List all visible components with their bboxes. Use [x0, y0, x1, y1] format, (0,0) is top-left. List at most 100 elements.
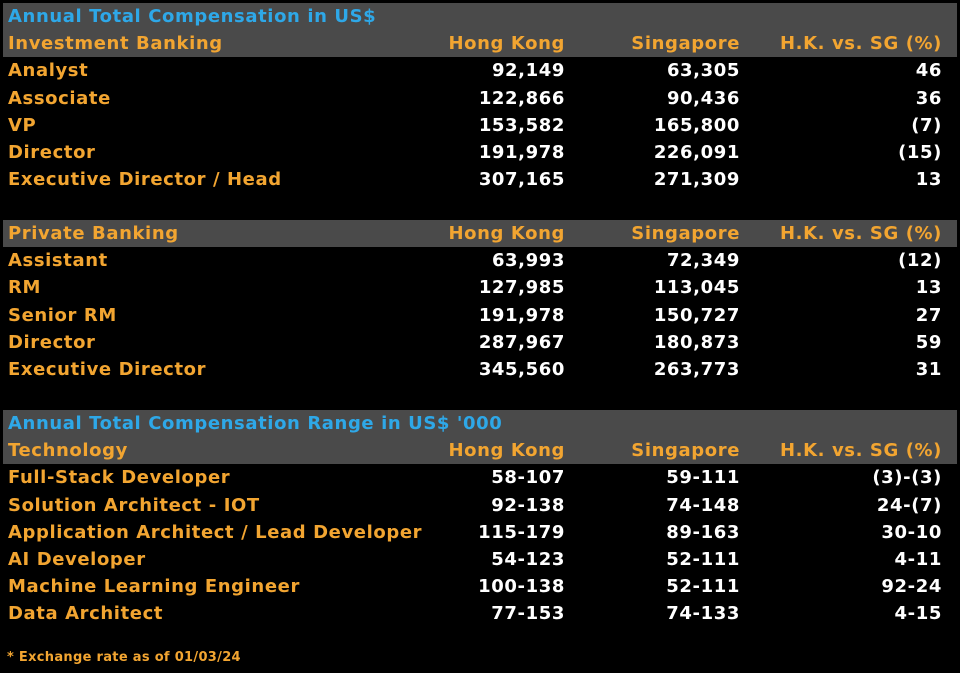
cell-value: 72,349 [666, 250, 740, 272]
cell-value: 122,866 [478, 87, 565, 109]
cell-value: 180,873 [653, 331, 740, 353]
table-row: Solution Architect - IOT 92-138 74-148 24-(… [3, 492, 957, 519]
cell-value: 52-111 [666, 576, 740, 598]
cell-value: 345,560 [478, 358, 565, 380]
cell-value: 165,800 [653, 114, 740, 136]
cell-value: 271,309 [653, 169, 740, 191]
cell-value: 100-138 [478, 576, 565, 598]
row-label: Senior RM [8, 304, 117, 326]
table-row: Director 191,978 226,091 (15) [3, 139, 957, 166]
row-label: Director [8, 141, 96, 163]
row-label: Application Architect / Lead Developer [8, 521, 423, 543]
cell-value: 191,978 [478, 141, 565, 163]
cell-value: (3)-(3) [872, 467, 942, 489]
table-row: VP 153,582 165,800 (7) [3, 112, 957, 139]
table-row: AI Developer 54-123 52-111 4-11 [3, 546, 957, 573]
cell-value: 4-11 [894, 548, 942, 570]
table-3: Annual Total Compensation Range in US$ '… [3, 410, 957, 628]
table-row: Executive Director 345,560 263,773 31 [3, 356, 957, 383]
cell-value: 59-111 [666, 467, 740, 489]
column-header: H.K. vs. SG (%) [780, 440, 942, 462]
cell-value: 77-153 [491, 603, 565, 625]
column-header: Hong Kong [448, 223, 565, 244]
row-label: Data Architect [8, 603, 164, 625]
cell-value: 307,165 [478, 169, 565, 191]
row-label: Executive Director [8, 358, 207, 380]
cell-value: 263,773 [653, 358, 740, 380]
column-header: H.K. vs. SG (%) [780, 33, 942, 55]
column-header: Hong Kong [448, 33, 565, 55]
cell-value: 150,727 [653, 304, 740, 326]
column-header: Singapore [631, 440, 740, 462]
cell-value: 59 [915, 331, 942, 353]
table-title: Annual Total Compensation in US$ [3, 3, 957, 31]
row-label: Director [8, 331, 96, 353]
cell-value: (12) [898, 250, 942, 272]
header-row: Technology Hong Kong Singapore H.K. vs. SG … [3, 437, 957, 465]
cell-value: 92-138 [491, 494, 565, 516]
row-label: Executive Director / Head [8, 169, 282, 191]
cell-value: 115-179 [478, 521, 565, 543]
cell-value: 27 [915, 304, 942, 326]
column-header: Hong Kong [448, 440, 565, 462]
header-row: Private Banking Hong Kong Singapore H.K. vs… [3, 220, 957, 248]
cell-value: 36 [915, 87, 942, 109]
row-label: AI Developer [8, 548, 146, 570]
row-label: Analyst [8, 60, 89, 82]
table-title: Annual Total Compensation Range in US$ '… [3, 410, 957, 438]
cell-value: 46 [915, 60, 942, 82]
column-header: H.K. vs. SG (%) [780, 223, 942, 244]
cell-value: 63,305 [666, 60, 740, 82]
row-label: RM [8, 277, 41, 299]
table-row: Application Architect / Lead Developer 11… [3, 519, 957, 546]
cell-value: 54-123 [491, 548, 565, 570]
table-row: Analyst 92,149 63,305 46 [3, 57, 957, 84]
cell-value: 191,978 [478, 304, 565, 326]
table-row: Assistant 63,993 72,349 (12) [3, 247, 957, 274]
column-header: Singapore [631, 33, 740, 55]
cell-value: (7) [911, 114, 942, 136]
table-row: Director 287,967 180,873 59 [3, 329, 957, 356]
column-header: Singapore [631, 223, 740, 244]
table-row: Full-Stack Developer 58-107 59-111 (3)-(3) [3, 464, 957, 491]
table-row: Executive Director / Head 307,165 271,309 1… [3, 166, 957, 193]
cell-value: 74-133 [666, 603, 740, 625]
cell-value: 31 [915, 358, 942, 380]
row-label: Associate [8, 87, 111, 109]
table-row: RM 127,985 113,045 13 [3, 274, 957, 301]
row-label: Full-Stack Developer [8, 467, 231, 489]
cell-value: 90,436 [666, 87, 740, 109]
cell-value: (15) [898, 141, 942, 163]
cell-value: 24-(7) [876, 494, 942, 516]
cell-value: 127,985 [478, 277, 565, 299]
cell-value: 92,149 [491, 60, 565, 82]
row-label: Machine Learning Engineer [8, 576, 300, 598]
cell-value: 30-10 [881, 521, 942, 543]
row-label: Solution Architect - IOT [8, 494, 260, 516]
header-row: Investment Banking Hong Kong Singapore H.K.… [3, 30, 957, 58]
table-row: Machine Learning Engineer 100-138 52-111 92… [3, 573, 957, 600]
cell-value: 13 [915, 277, 942, 299]
cell-value: 226,091 [653, 141, 740, 163]
row-label: Assistant [8, 250, 108, 272]
cell-value: 153,582 [478, 114, 565, 136]
row-label: VP [8, 114, 37, 136]
cell-value: 89-163 [666, 521, 740, 543]
cell-value: 58-107 [491, 467, 565, 489]
column-header: Technology [8, 440, 128, 462]
cell-value: 63,993 [491, 250, 565, 272]
cell-value: 113,045 [653, 277, 740, 299]
table-row: Associate 122,866 90,436 36 [3, 85, 957, 112]
column-header: Private Banking [8, 223, 179, 244]
table-row: Senior RM 191,978 150,727 27 [3, 302, 957, 329]
cell-value: 287,967 [478, 331, 565, 353]
cell-value: 92-24 [881, 576, 942, 598]
cell-value: 13 [915, 169, 942, 191]
cell-value: 52-111 [666, 548, 740, 570]
table-2: Private Banking Hong Kong Singapore H.K. vs… [3, 220, 957, 383]
cell-value: 74-148 [666, 494, 740, 516]
cell-value: 4-15 [894, 603, 942, 625]
footnote: * Exchange rate as of 01/03/24 [7, 650, 241, 665]
table-row: Data Architect 77-153 74-133 4-15 [3, 600, 957, 627]
